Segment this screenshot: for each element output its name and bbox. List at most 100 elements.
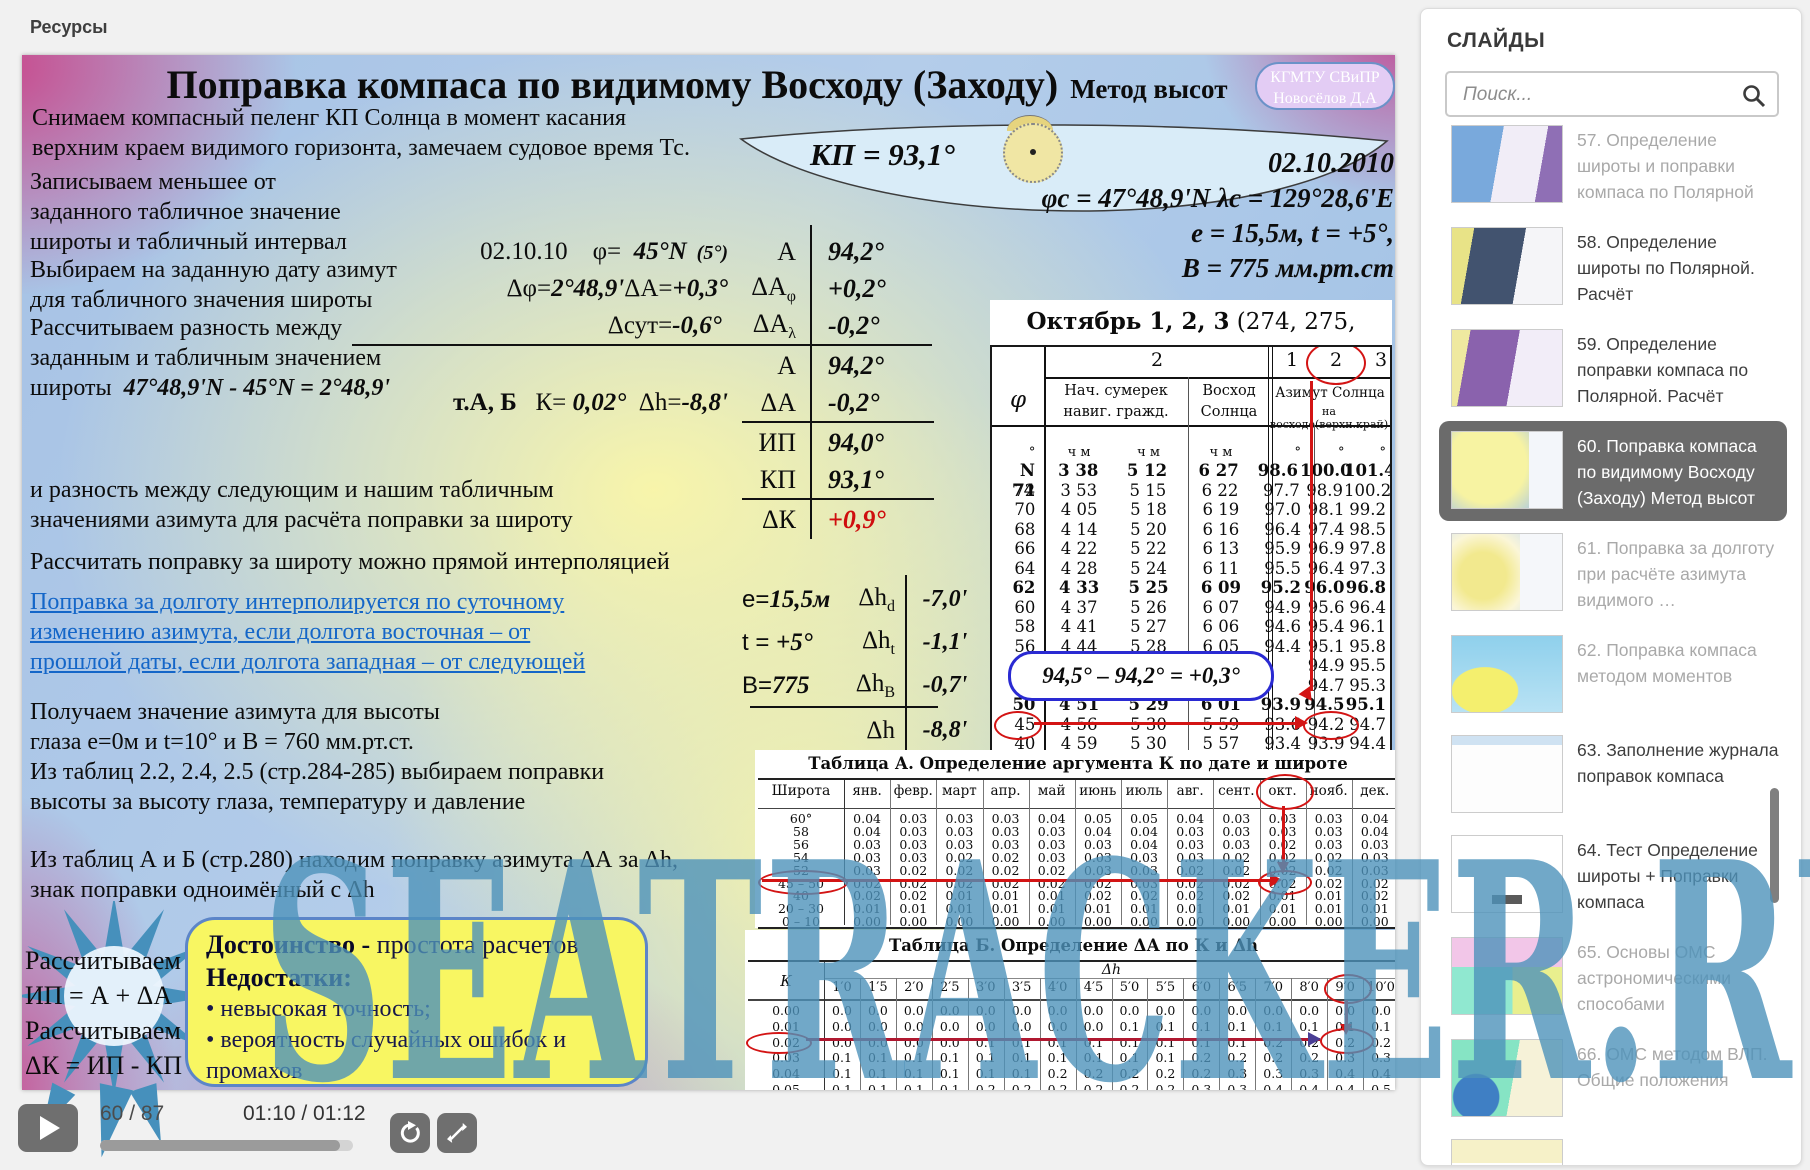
cell: 6 27 (1198, 461, 1239, 480)
replay-button[interactable] (390, 1113, 430, 1153)
unit-cell: ч м (1209, 445, 1233, 460)
search-input[interactable] (1461, 77, 1735, 113)
worksheet-term: 45°N (633, 237, 687, 265)
cell: 0.3 (1191, 1082, 1212, 1090)
slide-list-item[interactable] (1451, 1139, 1779, 1165)
play-button[interactable] (18, 1104, 78, 1152)
slide-list-item[interactable]: 60. Поправка компаса по видимому Восходу… (1439, 421, 1787, 521)
slide-list-item[interactable]: 57. Определение широты и поправки компас… (1451, 125, 1779, 205)
cell: 0.00 (1268, 914, 1297, 930)
cell: 5 27 (1130, 617, 1167, 636)
table-row: 0.01 0.0 0.0 0.0 0.0 0.0 0.0 0.0 0.0 0.1 0.1 0.1 0.1… (748, 1019, 1395, 1034)
slide-list-item-label: 66. ОМС методом ВЛП. Общие положения (1577, 1044, 1768, 1090)
cell: 0.03 (1176, 849, 1205, 865)
slide-list-item[interactable]: 59. Определение поправки компаса по Поля… (1451, 329, 1779, 409)
annotation-arrowhead (1270, 873, 1282, 887)
table-b-grid: К Δh 1′0 1′5 2′0 2′5 3′0 3′5 4′0 4′5 5′0 5′5 6′0 6′5 7… (746, 960, 1395, 1090)
cell: 0.2 (1263, 1034, 1284, 1050)
worksheet-term: t = (742, 628, 777, 656)
slide-thumbnail (1451, 635, 1563, 713)
replay-icon (400, 1121, 420, 1143)
fullscreen-button[interactable] (437, 1113, 477, 1153)
cons-item: • вероятность случайных ошибок и промахо… (206, 1027, 567, 1084)
cell: 96.9 (1307, 539, 1345, 558)
cell: 56 (1014, 636, 1036, 656)
slide-thumbnail (1451, 1039, 1563, 1117)
cell: 0.2 (1083, 1082, 1104, 1090)
day-header: 3 (1374, 349, 1388, 371)
slide-list-item[interactable]: 65. Основы ОМС астрономическими способам… (1451, 937, 1779, 1017)
twilight-header: навиг. гражд. (1063, 404, 1169, 420)
cell: 0.00 (1083, 914, 1112, 930)
cell: 95.2 (1260, 578, 1301, 597)
cell: Широта (771, 783, 831, 799)
slide-list-item[interactable]: 66. ОМС методом ВЛП. Общие положения (1451, 1039, 1779, 1117)
worksheet-label: А (777, 236, 796, 266)
cell: 0.0 (975, 1003, 996, 1018)
sidebar-scrollbar[interactable] (1770, 788, 1779, 903)
cell: 96.1 (1349, 617, 1386, 636)
author-badge: КГМТУ СВиПР Новосёлов Д.А (1255, 62, 1395, 110)
table-a: Таблица А. Определение аргумента К по да… (755, 750, 1395, 930)
table-row: 0.04 0.1 0.1 0.1 0.1 0.1 0.1 0.2 0.2 0.2 0.2 0.2 0.3… (748, 1066, 1395, 1081)
cell: 58 (1014, 617, 1036, 636)
slide-list-item[interactable]: 64. Тест Определение широты + Поправки к… (1451, 835, 1779, 915)
cell: 94.4 (1264, 636, 1301, 656)
cell: 0.03 (1083, 862, 1112, 878)
cell: 0.1 (1227, 1034, 1248, 1050)
table-row: 54 0.03 0.03 0.02 0.02 0.03 0.03 0.03 0.03 0.02 0.… (758, 850, 1395, 865)
dh-header: Δh (1101, 962, 1122, 978)
annotation-circle-day2 (1306, 347, 1366, 385)
search-icon[interactable] (1741, 83, 1767, 109)
cell: 95.9 (1264, 539, 1301, 558)
dh-col-header: 1′0 (832, 980, 852, 995)
worksheet-value: 94,2° (828, 236, 884, 266)
cell: 0.2 (1371, 1034, 1391, 1050)
progress-bar[interactable] (100, 1140, 353, 1151)
slide-list: 57. Определение широты и поправки компас… (1421, 125, 1801, 1165)
cell: 95.4 (1307, 617, 1345, 636)
table-row: 0.00 0.0 0.0 0.0 0.0 0.0 0.0 0.0 0.0 0.0 0.0 0.0 0.0… (748, 1003, 1395, 1018)
cons-item: • невысокая точность; (206, 996, 431, 1022)
cell: 0.02 (1314, 862, 1343, 878)
cell: 97.4 (1307, 519, 1345, 539)
slide-list-item[interactable]: 58. Определение широты по Полярной. Расч… (1451, 227, 1779, 307)
day-header: 2 (1150, 349, 1164, 371)
dh-col-header: 4′5 (1083, 980, 1104, 995)
slide-title-suffix: Метод высот (1070, 74, 1228, 104)
cell: 0.2 (1119, 1082, 1140, 1090)
cell: 0.1 (1011, 1050, 1032, 1066)
cell: 0.03 (1130, 862, 1158, 878)
month-header: март (942, 783, 977, 799)
dh-col-header: 6′0 (1191, 980, 1212, 995)
cell: 0.2 (1155, 1066, 1176, 1082)
cell: 97.8 (1349, 539, 1386, 558)
cell: 0.2 (1227, 1050, 1248, 1066)
worksheet-row: ΔК +0,9° (352, 501, 930, 538)
cell: 0.03 (1130, 849, 1158, 865)
slide-list-item[interactable]: 61. Поправка за долготу при расчёте азим… (1451, 533, 1779, 613)
table-a-title: Таблица А. Определение аргумента К по да… (808, 754, 1348, 773)
cell: 0.1 (1011, 1034, 1032, 1050)
worksheet-row: т.А, Б К= 0,02° Δh=-8,8' ΔА -0,2° (352, 384, 930, 421)
cell: 5 26 (1130, 597, 1167, 617)
cell: 96.8 (1345, 578, 1386, 597)
longitude-note-link[interactable]: Поправка за долготу интерполируется по с… (30, 589, 586, 675)
slide-title: Поправка компаса по видимому Восходу (За… (62, 61, 1332, 108)
paragraph-text: Рассчитываем разность между заданным и т… (30, 315, 382, 401)
annotation-circle-lat45 (994, 711, 1042, 740)
cell: 0.1 (903, 1066, 924, 1082)
worksheet-term: +0,3° (672, 274, 729, 302)
october-table-title: Октябрь 1, 2, 3 (274, 275, (990, 308, 1392, 335)
slide-thumbnail (1451, 735, 1563, 813)
table-row: 70 4 05 5 18 6 19 97.0 98.1 99.2 (992, 500, 1390, 520)
azimuth-header: Азимут Солнца (1275, 385, 1385, 401)
cell: 0.0 (867, 1034, 888, 1050)
slide-list-item[interactable]: 62. Поправка компаса методом моментов (1451, 635, 1779, 713)
cell: 4 33 (1058, 578, 1100, 597)
cell: 0.03 (899, 849, 928, 865)
resources-label[interactable]: Ресурсы (30, 17, 108, 37)
cell: 0.01 (1268, 901, 1297, 917)
cell: 0.00 (1360, 914, 1389, 930)
slide-list-item[interactable]: 63. Заполнение журнала поправок компаса (1451, 735, 1779, 813)
